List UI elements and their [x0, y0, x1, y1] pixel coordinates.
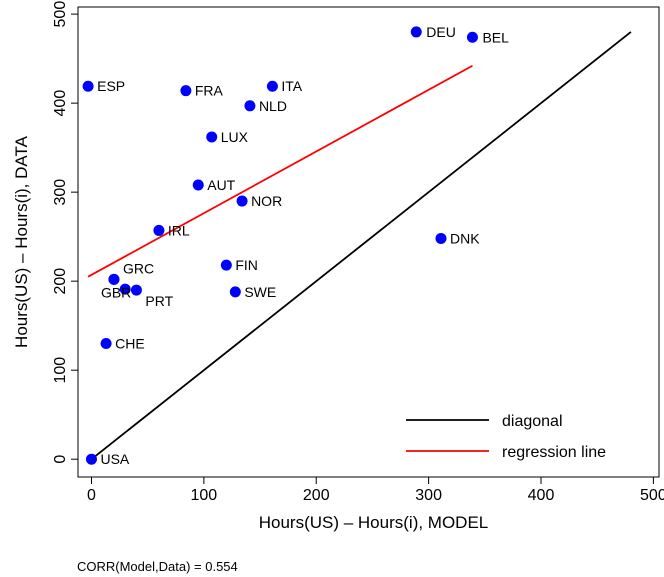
data-point	[192, 179, 204, 191]
point-label: BEL	[482, 29, 509, 45]
x-axis: 0 100 200 300 400 500	[87, 477, 664, 504]
data-point	[435, 232, 447, 244]
data-point	[85, 453, 97, 465]
point-label: DNK	[450, 230, 480, 246]
data-points: USA CHE GBR GRC PRT IRL ESP FRA AUT LUX FIN SWE NOR N…	[82, 24, 509, 467]
y-tick-label: 0	[52, 455, 69, 464]
data-point	[229, 286, 241, 298]
point-label: GBR	[101, 284, 131, 300]
point-label: SWE	[244, 284, 276, 300]
x-tick-label: 200	[303, 487, 330, 504]
point-label: CHE	[115, 335, 145, 351]
x-tick-label: 400	[528, 487, 555, 504]
data-point	[119, 283, 131, 295]
point-label: LUX	[221, 129, 249, 145]
point-label: FIN	[235, 257, 258, 273]
x-tick-label: 300	[415, 487, 442, 504]
data-point	[180, 85, 192, 97]
point-label: DEU	[426, 24, 456, 40]
data-point	[266, 80, 278, 92]
data-point	[108, 273, 120, 285]
point-label: IRL	[168, 222, 190, 238]
x-tick-label: 100	[191, 487, 218, 504]
y-tick-label: 500	[52, 1, 69, 28]
series-line	[90, 31, 632, 460]
data-point	[220, 259, 232, 271]
point-label: FRA	[195, 83, 224, 99]
point-label: USA	[100, 451, 129, 467]
point-label: ITA	[281, 78, 302, 94]
y-tick-label: 400	[52, 90, 69, 117]
correlation-note: CORR(Model,Data) = 0.554	[77, 559, 238, 574]
point-label: NOR	[251, 193, 282, 209]
x-tick-label: 500	[640, 487, 664, 504]
y-tick-label: 100	[52, 357, 69, 384]
data-point	[236, 195, 248, 207]
point-label: ESP	[97, 78, 125, 94]
point-label: PRT	[145, 293, 173, 309]
legend-box	[400, 402, 650, 468]
y-axis-title: Hours(US) – Hours(i), DATA	[12, 135, 31, 348]
point-label: AUT	[207, 177, 235, 193]
point-label: GRC	[123, 260, 154, 276]
series-line	[87, 64, 473, 278]
data-point	[244, 100, 256, 112]
data-point	[82, 80, 94, 92]
plot-frame	[77, 6, 660, 478]
y-tick-label: 200	[52, 268, 69, 295]
data-point	[206, 131, 218, 143]
legend: diagonal regression line	[400, 402, 650, 468]
x-tick-label: 0	[87, 487, 96, 504]
x-axis-title: Hours(US) – Hours(i), MODEL	[259, 513, 489, 532]
legend-label: diagonal	[502, 413, 563, 430]
series-lines	[87, 31, 632, 460]
y-tick-label: 300	[52, 179, 69, 206]
legend-label: regression line	[502, 444, 606, 461]
y-axis: 0 100 200 300 400 500	[52, 1, 78, 464]
data-point	[153, 224, 165, 236]
point-label: NLD	[259, 98, 287, 114]
data-point	[410, 26, 422, 38]
data-point	[100, 337, 112, 349]
data-point	[466, 31, 478, 43]
data-point	[130, 284, 142, 296]
